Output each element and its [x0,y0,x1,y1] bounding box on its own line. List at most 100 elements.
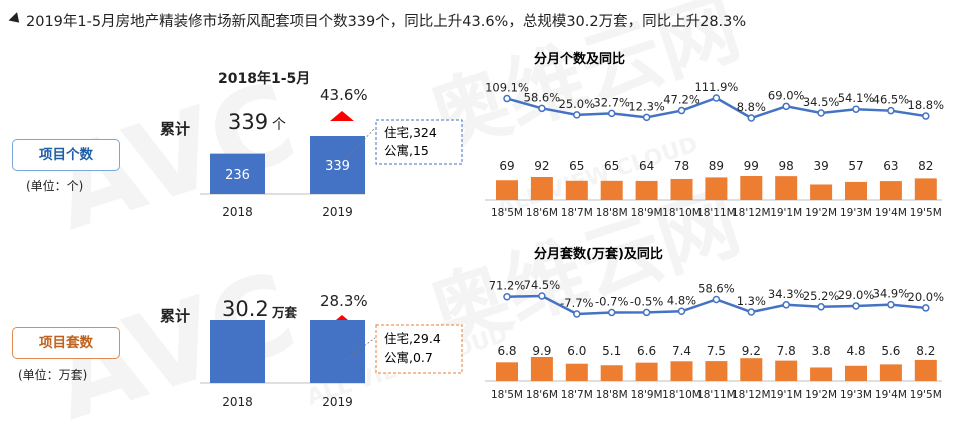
bar [496,180,518,200]
line-data-label: 71.2% [489,279,526,293]
bar-data-label: 69 [499,159,514,173]
line-point [782,301,790,309]
bar [705,361,728,381]
line-point [922,304,930,312]
bar-data-label: 5.1 [602,344,621,358]
line-point [817,303,825,311]
breakdown-line: 住宅,29.4 [384,331,441,346]
bar [635,362,658,381]
projects-total-value: 339 [228,110,269,134]
line-point [817,109,825,117]
line-data-label: 8.8% [737,100,766,114]
x-tick-label: 19'1M [770,207,802,219]
bar [635,180,658,200]
breakdown-line: 公寓,0.7 [384,350,433,365]
bar [914,359,937,381]
bar [775,360,798,381]
bar [496,362,518,381]
line-data-label: -7.7% [560,296,593,310]
x-tick-label: 19'1M [770,389,802,401]
x-tick-label: 18'11M [697,389,736,401]
x-tick-label: 18'6M [526,207,558,219]
line-point [642,113,651,122]
bar [810,367,833,381]
sets-unit-note: (单位：万套) [18,368,88,382]
line-point [677,307,686,316]
line-point [503,94,511,103]
bar [670,178,693,200]
bar-data-label: 236 [225,168,250,183]
bar-data-label: 99 [744,159,759,173]
line-point [887,106,895,115]
bar-data-label: 57 [848,159,863,173]
bar-data-label: 4.8 [846,344,865,358]
breakdown-box [375,119,463,165]
line-point [852,302,860,310]
line-point [677,106,686,115]
bar [310,320,365,383]
x-tick-label: 18'6M [526,389,558,401]
line-point [712,94,721,102]
line-point [573,111,581,119]
x-tick-label: 18'12M [732,389,771,401]
sets-card: 项目套数 [12,327,120,359]
x-tick-label: 2018 [222,395,253,409]
sets-total-unit: 万套 [272,305,298,320]
bar [600,365,623,381]
x-tick-label: 18'9M [631,207,663,219]
bar-data-label: 65 [569,159,584,173]
breakdown-line: 公寓,15 [384,143,429,158]
line-point [538,292,546,300]
bar-data-label: 7.5 [707,344,726,358]
line-point [747,114,756,122]
bar-data-label: 63 [883,159,898,173]
bar-data-label: 3.8 [812,344,831,358]
line-point [503,292,511,301]
line-data-label: 25.2% [803,289,840,303]
line-data-label: 25.0% [559,97,596,111]
bar-data-label: 82 [918,159,933,173]
line-data-label: 74.5% [524,278,561,292]
bar [845,181,867,200]
bar [565,180,588,200]
x-tick-label: 18'8M [596,389,628,401]
bar-data-label: 78 [674,159,689,173]
x-tick-label: 19'5M [910,389,942,401]
bar-data-label: 7.4 [672,344,691,358]
line-data-label: 109.1% [485,81,529,95]
projects-growth: 43.6% [320,86,368,104]
line-point [712,295,721,304]
line-data-label: 1.3% [737,294,766,308]
x-tick-label: 2019 [322,395,353,409]
line-data-label: 20.0% [908,290,945,304]
line-point [607,308,616,317]
bar [845,365,867,381]
up-arrow-icon [330,111,354,121]
line-point [852,105,860,113]
bar-data-label: 39 [813,159,828,173]
bar [740,358,763,381]
line-data-label: 47.2% [663,93,700,107]
bar [210,320,265,383]
line-data-label: -0.5% [630,294,663,308]
bar [600,180,623,200]
monthly-projects-chart: 分月个数及同比 69 18'5M 92 18'6M 65 18'7M 65 18'8M 64 18… [485,51,944,219]
x-tick-label: 19'4M [875,207,907,219]
line-point [573,310,581,318]
bar-data-label: 65 [604,159,619,173]
x-tick-label: 18'10M [662,389,701,401]
bar-data-label: 9.9 [532,344,551,358]
projects-unit-note: (单位：个) [26,179,84,193]
bar [530,357,553,381]
bar-data-label: 64 [639,159,654,173]
x-tick-label: 19'2M [805,389,837,401]
line-point [538,104,546,113]
breakdown-box [375,324,463,374]
line-point [607,109,616,118]
line-data-label: 12.3% [628,99,665,113]
bar-data-label: 98 [779,159,794,173]
chart-title: 分月套数(万套)及同比 [534,246,663,262]
line-data-label: 34.5% [803,95,840,109]
bar-data-label: 6.8 [497,344,516,358]
